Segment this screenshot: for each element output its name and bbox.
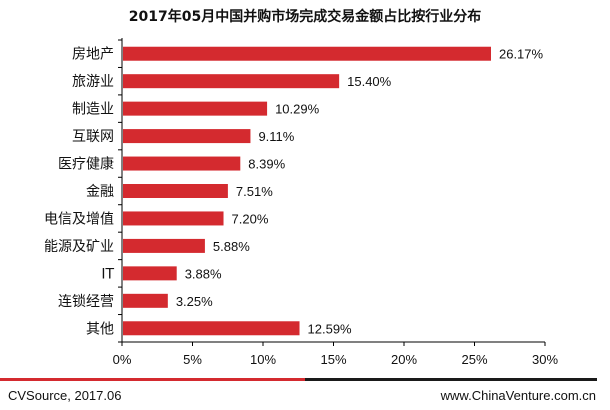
value-label: 7.20% [232, 211, 269, 226]
bar [123, 156, 241, 171]
category-label: 连锁经营 [58, 294, 114, 310]
x-tick-label: 30% [532, 352, 558, 367]
x-tick-label: 10% [250, 352, 276, 367]
value-label: 26.17% [499, 47, 544, 62]
source-note: CVSource, 2017.06 [8, 388, 122, 403]
category-label: 其他 [86, 321, 114, 337]
category-label: 互联网 [72, 129, 114, 145]
footer-divider-red [0, 378, 305, 381]
bar [123, 46, 491, 61]
x-tick-label: 0% [113, 352, 132, 367]
category-label: IT [101, 266, 114, 282]
bar [123, 238, 205, 253]
category-label: 制造业 [72, 102, 114, 118]
x-tick-label: 5% [183, 352, 202, 367]
value-label: 7.51% [236, 184, 273, 199]
value-label: 12.59% [308, 321, 353, 336]
bar [123, 321, 300, 336]
category-label: 房地产 [72, 47, 114, 63]
x-tick-label: 15% [320, 352, 346, 367]
value-label: 8.39% [248, 157, 285, 172]
chart-title: 2017年05月中国并购市场完成交易金额占比按行业分布 [128, 9, 482, 25]
bar [123, 101, 268, 116]
website-link[interactable]: www.ChinaVenture.com.cn [440, 388, 596, 403]
bar-chart: 房地产 26.17% 旅游业 15.40% 制造业 10.29% 互联网 9.11% 医疗健康 8… [44, 38, 558, 367]
category-label: 医疗健康 [58, 156, 114, 173]
category-label: 金融 [86, 184, 114, 200]
bar [123, 211, 224, 226]
bar [123, 184, 228, 198]
value-label: 10.29% [275, 102, 320, 117]
value-label: 15.40% [347, 74, 392, 89]
value-label: 3.88% [185, 266, 222, 281]
value-label: 3.25% [176, 294, 213, 309]
category-label: 旅游业 [72, 74, 114, 90]
bar [123, 74, 340, 89]
x-tick-label: 20% [391, 352, 417, 367]
value-label: 5.88% [213, 239, 250, 254]
bar [123, 266, 177, 281]
x-tick-label: 25% [461, 352, 487, 367]
footer-divider-black [305, 378, 597, 381]
category-label: 电信及增值 [44, 211, 114, 227]
category-label: 能源及矿业 [44, 239, 114, 255]
bar [123, 129, 251, 144]
bar [123, 293, 168, 308]
value-label: 9.11% [258, 129, 294, 144]
